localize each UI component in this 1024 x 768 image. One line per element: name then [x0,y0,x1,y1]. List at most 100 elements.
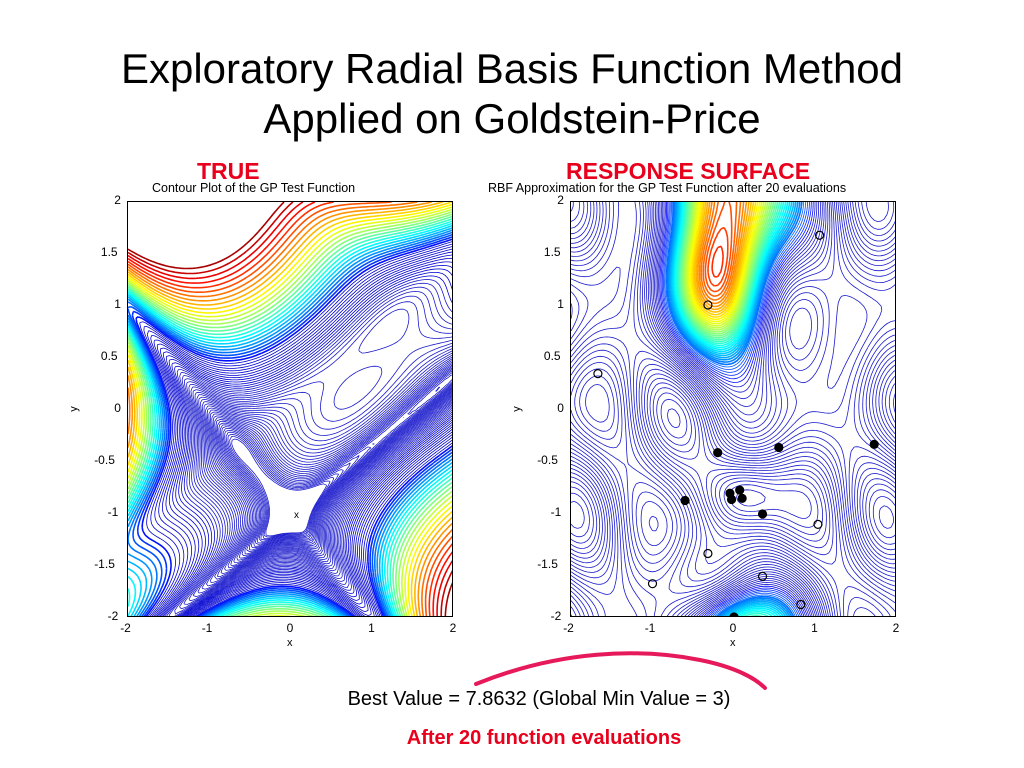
evaluation-point-open [647,579,658,589]
right-contour-line [683,202,771,333]
left-y-tick-label: 1 [114,297,121,311]
right-contour-line [571,202,895,616]
evaluation-point-open [703,300,713,310]
left-contour-line [221,386,441,545]
left-contour-line [192,342,452,590]
left-contour-line [128,233,452,616]
right-y-tick-label: 2 [557,193,564,207]
left-contour-line [225,431,339,541]
right-y-tick-label: 1 [557,297,564,311]
right-x-tick-label: 1 [811,621,818,635]
right-contour-plot [570,201,896,617]
left-contour-line [211,364,452,559]
evaluation-point-filled [869,439,879,449]
right-x-tick-label: -1 [644,621,656,635]
right-y-tick-label: 0 [557,401,564,415]
right-contour-line [571,202,895,616]
right-contour-line [660,202,812,616]
left-contour-line [156,254,452,616]
right-contour-line [667,202,801,616]
left-x-tick-label: 2 [449,621,457,635]
right-contour-line [676,202,783,616]
right-contour-line [689,202,761,323]
left-contour-line [128,202,452,616]
left-contour-line [143,243,452,616]
evaluation-point-open [703,548,713,559]
right-contour-line [665,202,805,616]
left-contour-line [128,215,452,616]
left-contour-line [215,368,452,552]
left-contour-line [217,370,452,551]
left-contour-line [229,436,331,538]
left-contour-line [128,202,452,616]
left-contour-line [206,360,452,566]
right-contour-line [571,484,812,538]
left-contour-line [131,236,452,616]
right-contour-line [700,202,742,301]
left-contour-line [224,429,344,542]
right-contour-line [684,202,769,331]
left-contour-line [161,265,452,616]
left-contour-line [196,348,452,583]
right-contour-line [664,202,807,616]
right-contour-line [571,202,895,616]
left-contour-line [212,366,452,557]
evaluation-point-filled [713,448,723,458]
left-contour-line [231,438,327,537]
right-contour-line [678,202,779,341]
left-contour-line [128,206,452,616]
left-contour-line [201,354,452,574]
right-contour-line [571,202,895,616]
left-contour-line [128,202,452,616]
left-contour-line [150,248,452,616]
left-y-axis-label: y [67,406,80,412]
right-contour-line [711,245,724,278]
left-contour-line [146,246,452,616]
left-contour-line [203,356,452,571]
right-contour-line [571,202,895,616]
left-contour-line [135,238,452,616]
right-contour-line [658,202,816,616]
left-contour-line [128,202,452,616]
right-contour-line [571,202,895,616]
right-contour-line [666,202,803,616]
right-contour-line [571,202,895,616]
right-contour-line [680,202,777,339]
slide-title: Exploratory Radial Basis Function Method… [0,44,1024,144]
left-contour-line [128,231,452,616]
left-contour-line [128,202,452,616]
left-contour-line [128,202,452,616]
left-y-tick-label: -1 [107,505,119,519]
right-contour-line [669,202,797,616]
left-contour-line [128,213,452,616]
right-contour-line [571,202,895,554]
left-contour-line [168,279,452,616]
right-y-tick-label: -1 [550,505,562,519]
left-contour-line [128,208,452,616]
left-contour-line [128,220,452,616]
right-contour-line [682,202,773,335]
left-contour-line [128,222,452,616]
right-contour-line [661,202,810,616]
left-contour-line [128,227,452,616]
left-y-tick-label: 0.5 [100,349,118,363]
left-x-axis-label: x [287,637,293,649]
right-y-tick-label: 0.5 [543,349,561,363]
left-y-tick-label: -0.5 [94,453,115,467]
evaluation-point-filled [737,493,747,503]
evaluation-point-open [757,571,768,581]
left-y-tick-label: 0 [114,401,121,415]
left-x-tick-label: 1 [368,621,375,635]
right-contour-line [671,202,793,616]
slide-title-line2: Applied on Goldstein-Price [263,95,761,142]
right-contour-line [674,202,787,616]
right-contour-line [571,202,895,616]
left-contour-line [222,428,351,544]
evaluation-point-open [814,230,825,240]
right-contour-line [571,202,895,616]
right-contour-line [690,202,759,321]
left-contour-line [186,295,452,602]
left-contour-line [128,229,452,616]
left-contour-line [128,211,452,616]
right-contour-line [571,202,895,616]
